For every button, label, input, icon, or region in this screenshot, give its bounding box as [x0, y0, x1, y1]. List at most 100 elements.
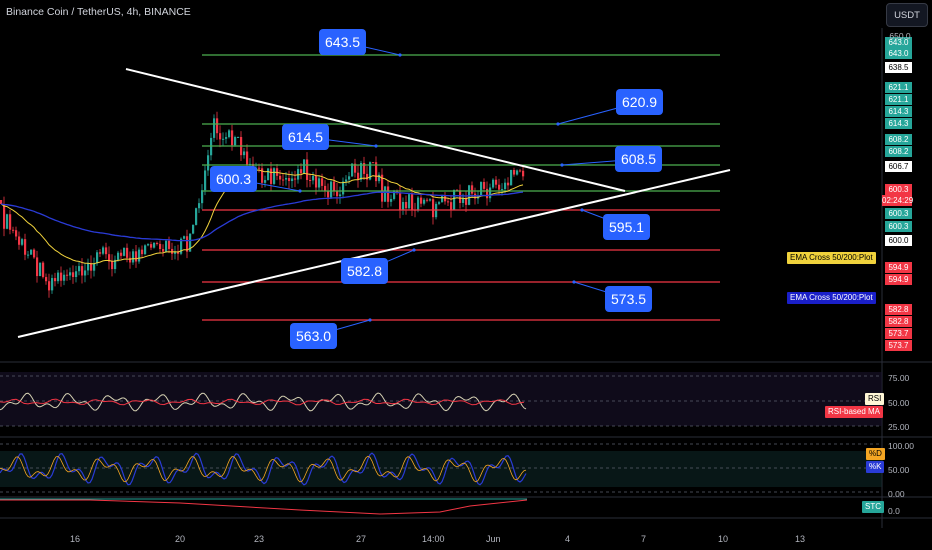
candle-body	[381, 174, 384, 202]
time-axis-label: 10	[718, 534, 729, 544]
candle-body	[492, 179, 495, 188]
price-badge: 638.5	[885, 62, 912, 73]
callout-anchor	[368, 318, 372, 322]
candle-body	[132, 251, 135, 263]
stc-tag[interactable]: STC	[862, 501, 884, 513]
currency-button[interactable]: USDT	[886, 3, 928, 27]
rsi-band	[0, 372, 882, 426]
candle-body	[216, 118, 219, 134]
callout-582-8[interactable]: 582.8	[341, 258, 389, 284]
price-badge: 600.3	[885, 208, 912, 219]
ema-slow-line	[0, 191, 524, 242]
candle-body	[33, 249, 36, 258]
stc-line-red	[0, 499, 528, 515]
candle-body	[402, 202, 405, 211]
callout-614-5[interactable]: 614.5	[282, 124, 330, 150]
candle-body	[102, 247, 105, 254]
candle-body	[378, 174, 381, 182]
symbol-title[interactable]: Binance Coin / TetherUS, 4h, BINANCE	[6, 6, 191, 18]
candle-body	[159, 243, 162, 250]
stoch-d-tag[interactable]: %D	[866, 448, 885, 460]
candle-body	[309, 179, 312, 181]
candle-body	[51, 278, 54, 291]
candle-body	[189, 233, 192, 252]
callout-595-1[interactable]: 595.1	[603, 214, 651, 240]
callout-600-3[interactable]: 600.3	[210, 166, 258, 192]
stc-level-0: 0.0	[888, 506, 900, 516]
candle-body	[96, 252, 99, 264]
candle-body	[195, 208, 198, 225]
candle-body	[69, 272, 72, 276]
candle-body	[294, 178, 297, 180]
candle-body	[168, 240, 171, 249]
candle-body	[81, 266, 84, 276]
candle-body	[270, 168, 273, 184]
candle-body	[282, 179, 285, 181]
price-badge: 608.2	[885, 134, 912, 145]
callout-620-9[interactable]: 620.9	[616, 89, 664, 115]
ema-fast-line	[0, 169, 524, 265]
callout-573-5[interactable]: 573.5	[605, 286, 653, 312]
rsi-ma-tag[interactable]: RSI-based MA	[825, 406, 884, 418]
candle-body	[57, 272, 60, 282]
callout-anchor	[374, 144, 378, 148]
candle-body	[105, 247, 108, 255]
candle-body	[519, 170, 522, 172]
candle-body	[432, 199, 435, 218]
candle-body	[39, 262, 42, 277]
candle-body	[12, 229, 15, 231]
candle-body	[354, 163, 357, 173]
candle-body	[90, 263, 93, 271]
stoch-level-50: 50.00	[888, 465, 910, 475]
candle-body	[423, 199, 426, 204]
candle-body	[318, 178, 321, 188]
rsi-tag[interactable]: RSI	[865, 393, 885, 405]
callout-anchor	[572, 280, 576, 284]
candle-body	[330, 181, 333, 198]
candle-body	[114, 259, 117, 270]
rsi-level-75: 75.00	[888, 373, 910, 383]
candle-body	[465, 197, 468, 205]
candle-body	[231, 130, 234, 146]
price-badge: 621.1	[885, 94, 912, 105]
candle-body	[348, 176, 351, 180]
candle-body	[108, 254, 111, 262]
candle-body	[495, 179, 498, 185]
candle-body	[234, 137, 237, 146]
candle-body	[36, 257, 39, 277]
candle-body	[207, 155, 210, 171]
candle-body	[174, 251, 177, 254]
candle-body	[345, 179, 348, 182]
candle-body	[324, 185, 327, 192]
ema-slow-legend-tag[interactable]: EMA Cross 50/200:Plot	[787, 292, 876, 304]
candle-body	[456, 189, 459, 191]
price-badge: 643.0	[885, 37, 912, 48]
callout-643-5[interactable]: 643.5	[319, 29, 367, 55]
candle-body	[327, 191, 330, 198]
candle-body	[501, 189, 504, 191]
callout-563-0[interactable]: 563.0	[290, 323, 338, 349]
callout-608-5[interactable]: 608.5	[615, 146, 663, 172]
callout-anchor	[412, 248, 416, 252]
candle-body	[513, 169, 516, 175]
candle-body	[225, 137, 228, 139]
candle-body	[123, 247, 126, 256]
candle-body	[141, 249, 144, 255]
candle-body	[393, 191, 396, 199]
candle-body	[420, 197, 423, 204]
candle-body	[180, 238, 183, 254]
stoch-k-tag[interactable]: %K	[866, 461, 885, 473]
candle-body	[291, 178, 294, 182]
candle-body	[369, 162, 372, 180]
candle-body	[471, 185, 474, 194]
candle-body	[405, 202, 408, 209]
time-axis-label: 14:00	[422, 534, 445, 544]
candle-body	[483, 182, 486, 189]
candle-body	[342, 181, 345, 195]
ema-fast-legend-tag[interactable]: EMA Cross 50/200:Plot	[787, 252, 876, 264]
candle-body	[6, 214, 9, 229]
time-axis-label: Jun	[486, 534, 501, 544]
candle-body	[45, 277, 48, 282]
price-badge: 582.8	[885, 316, 912, 327]
